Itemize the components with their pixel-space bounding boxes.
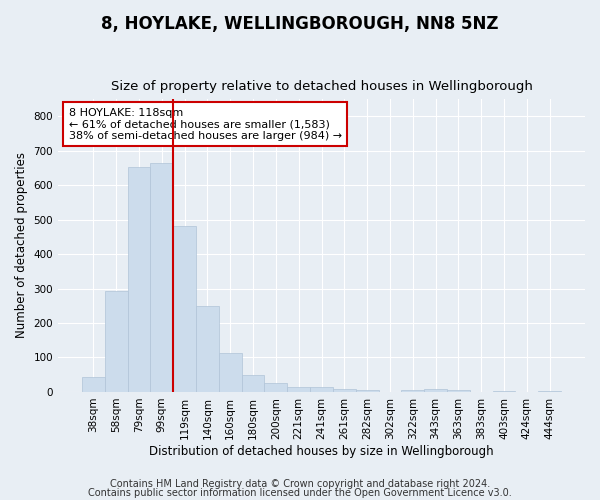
Bar (310, 387, 333, 392)
X-axis label: Distribution of detached houses by size in Wellingborough: Distribution of detached houses by size … (149, 444, 494, 458)
Bar (196, 306, 219, 392)
Bar (447, 390, 470, 392)
Bar (128, 168, 151, 392)
Bar (265, 383, 287, 392)
Bar (242, 374, 265, 392)
Text: Contains public sector information licensed under the Open Government Licence v3: Contains public sector information licen… (88, 488, 512, 498)
Bar (356, 390, 379, 392)
Bar (82, 377, 105, 392)
Bar (173, 226, 196, 392)
Y-axis label: Number of detached properties: Number of detached properties (15, 152, 28, 338)
Bar (538, 390, 561, 392)
Bar (105, 291, 128, 392)
Text: Contains HM Land Registry data © Crown copyright and database right 2024.: Contains HM Land Registry data © Crown c… (110, 479, 490, 489)
Text: 8 HOYLAKE: 118sqm
← 61% of detached houses are smaller (1,583)
38% of semi-detac: 8 HOYLAKE: 118sqm ← 61% of detached hous… (68, 108, 342, 141)
Title: Size of property relative to detached houses in Wellingborough: Size of property relative to detached ho… (110, 80, 532, 94)
Bar (287, 387, 310, 392)
Bar (493, 390, 515, 392)
Text: 8, HOYLAKE, WELLINGBOROUGH, NN8 5NZ: 8, HOYLAKE, WELLINGBOROUGH, NN8 5NZ (101, 15, 499, 33)
Bar (424, 389, 447, 392)
Bar (219, 353, 242, 392)
Bar (401, 390, 424, 392)
Bar (333, 389, 356, 392)
Bar (151, 164, 173, 392)
